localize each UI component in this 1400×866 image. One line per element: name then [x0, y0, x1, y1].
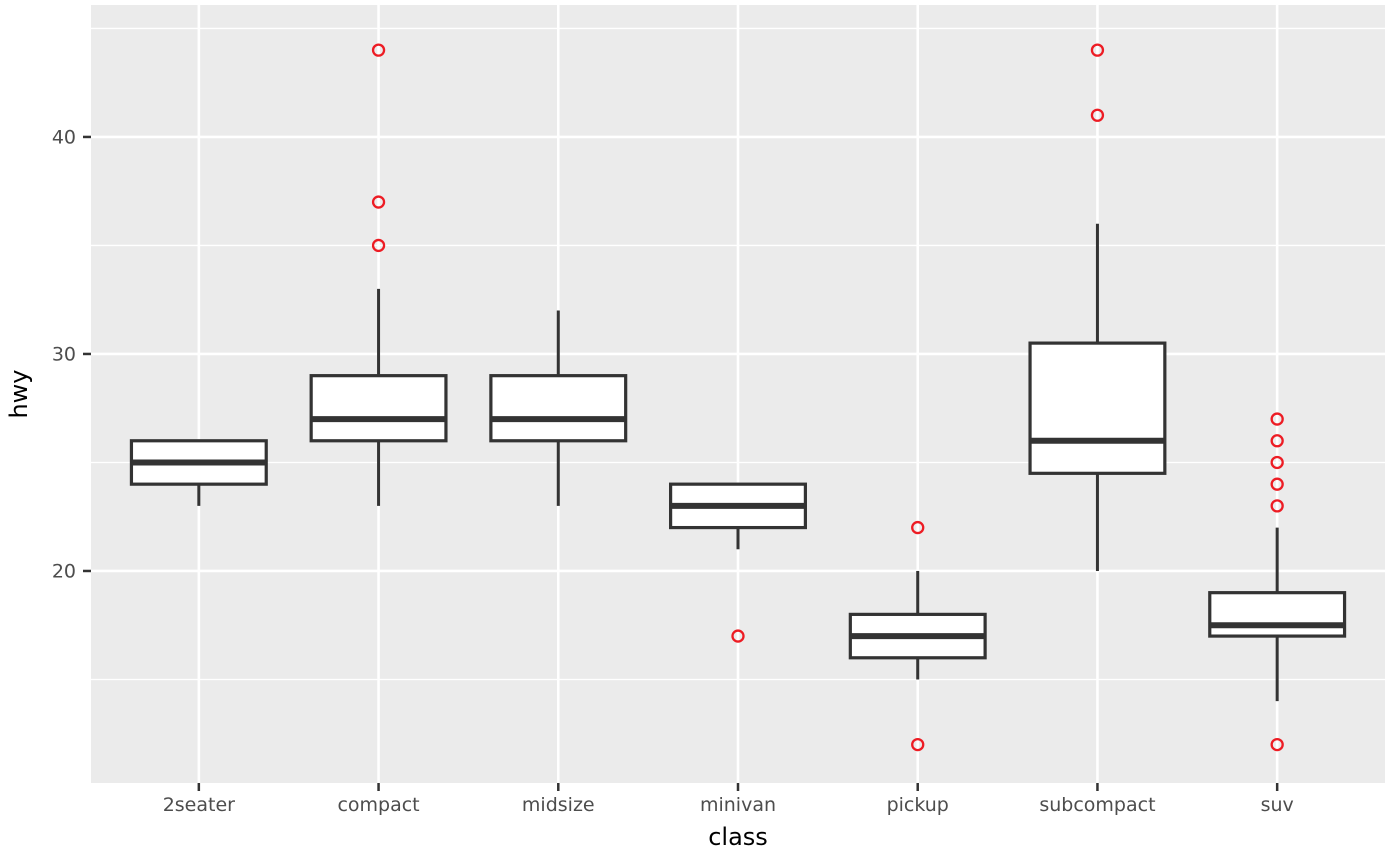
iqr-box [309, 374, 448, 443]
x-tick-label: subcompact [1039, 794, 1155, 816]
outlier-point [371, 238, 386, 253]
y-axis-title: hwy [5, 369, 33, 418]
outlier-point [1270, 737, 1284, 752]
x-tick-label: suv [1261, 794, 1294, 816]
boxplot-pickup [848, 520, 987, 752]
x-tick-label: minivan [700, 794, 776, 816]
x-tick-label: compact [337, 794, 419, 816]
y-tick-label: 20 [52, 561, 76, 583]
iqr-box [1208, 591, 1347, 638]
x-tick-label: pickup [887, 794, 949, 816]
x-tick-label: 2seater [163, 794, 235, 816]
outlier-point [1090, 108, 1105, 122]
x-axis-title: class [708, 823, 768, 851]
outlier-point [731, 629, 745, 643]
boxplot-midsize [489, 310, 628, 506]
outlier-point [371, 43, 386, 57]
outlier-point [1270, 434, 1284, 448]
outlier-point [911, 520, 925, 535]
boxplot-minivan [669, 482, 807, 643]
x-tick-label: midsize [522, 794, 595, 816]
y-tick-label: 30 [52, 344, 76, 366]
outlier-point [1090, 43, 1105, 57]
iqr-box [1028, 341, 1167, 475]
boxplot-compact [309, 43, 448, 506]
outlier-point [1270, 412, 1284, 426]
outlier-point [1270, 499, 1284, 513]
iqr-box [489, 374, 628, 443]
outlier-point [1270, 477, 1284, 491]
y-tick-label: 40 [52, 127, 76, 149]
outlier-point [911, 737, 925, 752]
boxplot-subcompact [1028, 43, 1167, 571]
boxplot-2seater [129, 439, 268, 506]
outlier-point [1270, 455, 1284, 470]
boxplot-suv [1208, 412, 1347, 752]
outlier-point [371, 195, 386, 209]
